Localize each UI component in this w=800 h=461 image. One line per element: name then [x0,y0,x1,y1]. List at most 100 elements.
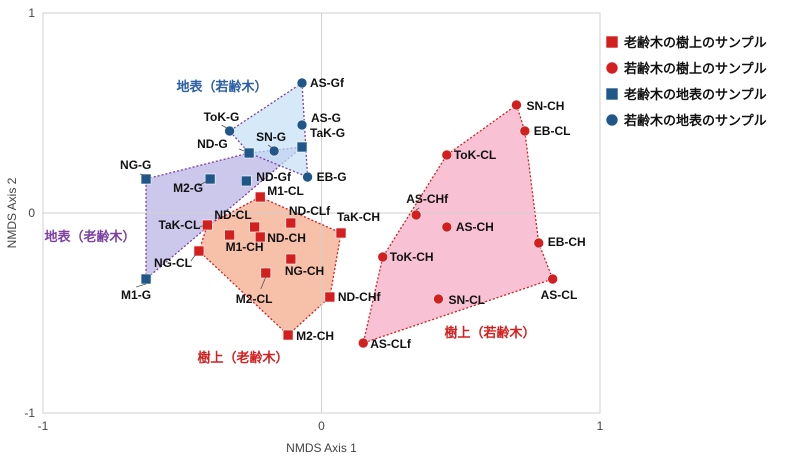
x-axis-title: NMDS Axis 1 [286,441,357,455]
point-label: M2-CH [296,329,334,343]
point-label: EB-G [317,170,347,184]
legend-label: 老齢木の地表のサンプル [623,87,767,102]
square-marker [324,291,336,303]
square-marker [140,173,152,185]
leader-line [199,224,206,228]
square-marker [254,231,266,243]
square-marker [193,245,205,257]
point-label: SN-CL [448,293,485,307]
point-label: TaK-CH [337,210,380,224]
leader-line [135,283,147,288]
point-label: M2-CL [236,292,273,306]
point-label: M1-CL [267,184,304,198]
legend-label: 若齢木の樹上のサンプル [623,61,767,76]
y-tick-label: 1 [28,6,35,20]
square-marker [285,253,297,265]
hull-layer [145,81,554,344]
x-tick-label: 1 [597,419,604,433]
circle-marker [410,209,422,221]
group-label: 樹上（老齢木） [197,350,288,365]
circle-marker [268,145,280,157]
leader-line [260,276,267,290]
square-marker [204,173,216,185]
point-label: AS-CLf [370,337,412,351]
legend-label: 老齢木の樹上のサンプル [623,35,767,50]
square-marker [241,175,252,187]
circle-marker [519,125,531,137]
circle-marker [533,237,545,249]
point-label: ND-CHf [338,290,382,304]
point-label: EB-CL [534,124,571,138]
point-label: M1-CH [226,240,264,254]
x-tick-label: 0 [318,419,325,433]
leader-line [267,144,273,149]
square-marker [296,141,308,153]
leader-line [197,180,208,187]
circle-marker [302,171,313,183]
circle-marker [441,221,453,233]
point-label: TaK-CL [159,218,201,232]
point-label: ND-CH [267,231,306,245]
point-label: SN-CH [526,99,564,113]
square-marker [260,267,272,279]
square-marker [285,217,297,229]
legend: 老齢木の樹上のサンプル若齢木の樹上のサンプル老齢木の地表のサンプル若齢木の地表の… [605,35,767,128]
circle-marker [224,125,235,137]
square-marker [605,87,619,101]
point-label: SN-G [256,130,286,144]
circle-marker [441,149,453,161]
point-label: EB-CH [548,235,586,249]
leader-line [221,124,227,129]
point-label: ND-G [197,137,228,151]
point-label: ToK-CL [454,148,496,162]
square-marker [224,229,235,241]
leader-line [415,207,420,211]
circle-marker [433,293,444,305]
square-marker [243,147,255,159]
square-marker [140,273,152,285]
leader-line [139,173,147,177]
point-label: TaK-G [310,126,345,140]
y-axis-title: NMDS Axis 2 [5,177,19,248]
point-label: ToK-G [204,110,240,124]
group-label: 地表（老齢木） [44,229,135,244]
y-tick-label: -1 [24,406,35,420]
point-label: ToK-CH [390,250,434,264]
point-label: ND-CL [214,208,251,222]
circle-marker [605,61,619,75]
point-label: NG-CH [285,264,324,278]
y-tick-label: 0 [28,206,35,220]
leader-line [190,253,197,262]
circle-marker [296,77,308,89]
square-marker [282,329,294,341]
point-label: ND-CLf [289,204,331,218]
circle-marker [605,113,619,127]
point-label: AS-CH [456,220,494,234]
axes-layer: -1 0 1 1 0 -1 NMDS Axis 1 NMDS Axis 2 [5,6,604,455]
point-label: AS-G [311,111,341,125]
point-label: ND-Gf [256,170,292,184]
circle-marker [547,273,558,285]
x-tick-label: -1 [38,419,49,433]
circle-marker [357,337,369,349]
point-label: M2-G [173,181,203,195]
square-marker [249,221,260,233]
point-label: NG-G [120,158,151,172]
hull-polygon [362,103,554,344]
square-marker [335,227,347,239]
points-layer [140,77,558,349]
point-label: M1-G [121,288,151,302]
group-label: 地表（若齢木） [176,79,267,94]
point-label: AS-CL [541,288,578,302]
circle-marker [377,251,389,263]
point-label: AS-Gf [310,76,345,90]
square-marker [605,35,619,49]
square-marker [254,191,266,203]
leader-line [238,148,245,152]
legend-label: 若齢木の地表のサンプル [623,113,767,128]
circle-marker [296,119,308,131]
point-label: AS-CHf [406,192,449,206]
circle-marker [511,99,522,111]
square-marker [202,219,213,231]
